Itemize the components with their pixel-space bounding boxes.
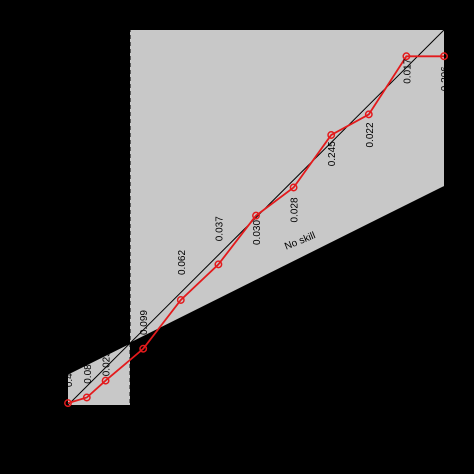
- data-point: [214, 260, 223, 269]
- x-tick-label: 0.6: [287, 430, 301, 441]
- sample-size-label: 0.023: [102, 351, 113, 376]
- data-point: [364, 110, 373, 119]
- data-point: [176, 296, 185, 304]
- sample-size-label: 0.245: [327, 141, 338, 166]
- series-line: [67, 55, 444, 404]
- y-tick-label: 0.6: [32, 173, 43, 187]
- sample-size-label: 0.037: [214, 216, 225, 241]
- sample-size-label: 0.022: [365, 122, 376, 147]
- y-tick-label: 1.0: [32, 23, 43, 37]
- data-point: [402, 52, 411, 61]
- perfect-reliability-line: [55, 17, 457, 418]
- y-axis-title: Observed relative frequency, ō₁: [3, 141, 15, 294]
- sample-size-label: 0.206: [440, 66, 451, 91]
- x-axis-title: Forecast probability, yᵢ: [202, 461, 311, 473]
- y-tick-label: 0.4: [32, 248, 43, 262]
- x-tick-label: 0.0: [61, 430, 75, 441]
- data-point: [327, 131, 336, 139]
- x-tick-label: 0.2: [136, 430, 150, 441]
- y-tick-label: 0.8: [32, 98, 43, 112]
- sample-size-label: 0.099: [139, 310, 150, 335]
- sample-size-label: 0.030: [252, 220, 263, 245]
- axes: 0.0 0.2 0.4 0.6 0.8 1.0 0.0 0.2 0.4 0.6 0.8 1.0 Fore…: [3, 23, 451, 473]
- sample-size-label: 0.087: [83, 358, 94, 383]
- data-point: [252, 211, 260, 220]
- sample-size-label: 0.028: [290, 197, 301, 222]
- data-point: [82, 393, 91, 402]
- x-tick-label: 0.8: [362, 430, 376, 441]
- x-tick-label: 0.4: [211, 430, 225, 441]
- y-tick-label: 0.0: [32, 398, 43, 412]
- no-resolution-label: No resolution: [249, 330, 308, 341]
- data-point: [289, 183, 298, 192]
- sample-size-label: 0.062: [177, 250, 188, 275]
- data-point: [139, 344, 148, 353]
- data-point: [101, 376, 110, 385]
- sample-size-label: 0.411: [64, 362, 75, 387]
- data-point: [440, 52, 448, 61]
- x-tick-label: 1.0: [437, 430, 451, 441]
- sample-size-label: 0.017: [402, 58, 413, 83]
- data-point: [64, 399, 72, 408]
- y-tick-label: 0.2: [32, 323, 43, 337]
